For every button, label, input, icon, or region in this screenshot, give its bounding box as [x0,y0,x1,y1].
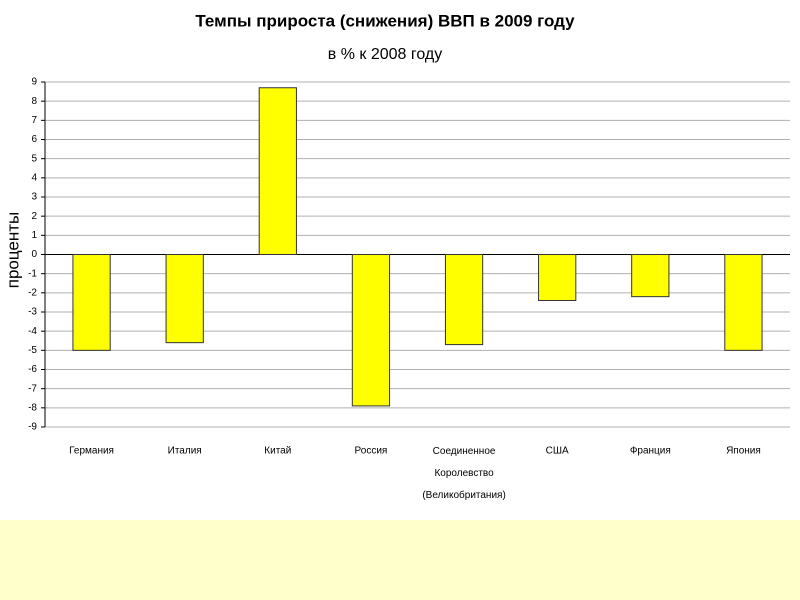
y-tick-label: 2 [31,211,37,222]
x-tick-label: Франция [630,446,671,457]
y-tick-label: 1 [31,230,37,241]
bar [444,254,484,346]
x-tick-label: Италия [168,446,202,457]
x-tick-label: США [546,446,569,457]
y-tick-label: 9 [31,77,37,88]
x-tick-label: Россия [355,446,388,457]
y-tick-label: 8 [31,96,37,107]
y-tick-label: 0 [31,249,37,260]
bar [631,254,670,298]
x-tick-label: Китай [264,446,291,457]
y-tick-label: -2 [28,287,37,298]
y-tick-label: 7 [31,115,37,126]
y-tick-label: 3 [31,192,37,203]
bar [165,254,204,344]
bar [351,254,391,407]
y-tick-label: -9 [28,422,37,433]
y-tick-label: -6 [28,364,37,375]
y-axis-label: проценты [3,212,22,289]
x-tick-label: Соединенное Королевство (Великобритания) [422,446,505,501]
x-tick-label: Германия [69,446,114,457]
y-tick-label: -8 [28,402,37,413]
y-tick-label: -3 [28,307,37,318]
bar [724,254,763,351]
x-tick-label: Япония [726,446,761,457]
bar [538,254,577,301]
chart-subtitle: в % к 2008 году [328,46,442,63]
y-tick-label: -1 [28,268,37,279]
y-tick-label: 6 [31,134,37,145]
bar [72,254,111,351]
y-tick-label: 5 [31,153,37,164]
y-tick-label: -4 [28,326,37,337]
y-tick-label: 4 [31,172,37,183]
bar [258,87,297,255]
y-tick-label: -7 [28,383,37,394]
chart-title: Темпы прироста (снижения) ВВП в 2009 год… [195,11,575,30]
y-tick-label: -5 [28,345,37,356]
footer-band [0,520,800,600]
